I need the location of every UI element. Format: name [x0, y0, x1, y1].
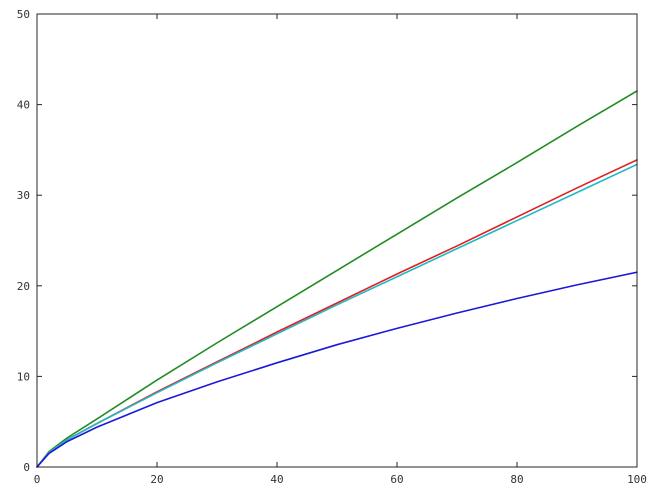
- y-tick-label: 50: [17, 8, 30, 21]
- x-tick-label: 100: [627, 473, 647, 486]
- plot-frame: [36, 13, 638, 468]
- series-line-4: [36, 271, 638, 468]
- y-tick-label: 20: [17, 280, 30, 293]
- x-tick-label: 40: [270, 473, 283, 486]
- x-tick-labels: 0 20 40 60 80 100: [34, 473, 647, 486]
- y-tick-label: 0: [23, 461, 30, 474]
- y-tick-label: 40: [17, 99, 30, 112]
- series-line-1: [36, 90, 638, 468]
- x-tick-label: 80: [510, 473, 523, 486]
- x-tick-label: 20: [150, 473, 163, 486]
- y-tick-label: 10: [17, 370, 30, 383]
- series-layer: [36, 90, 638, 468]
- x-tick-label: 0: [34, 473, 41, 486]
- y-tick-label: 30: [17, 189, 30, 202]
- y-tick-labels: 0 10 20 30 40 50: [17, 8, 30, 474]
- x-tick-label: 60: [390, 473, 403, 486]
- series-line-3: [36, 163, 638, 468]
